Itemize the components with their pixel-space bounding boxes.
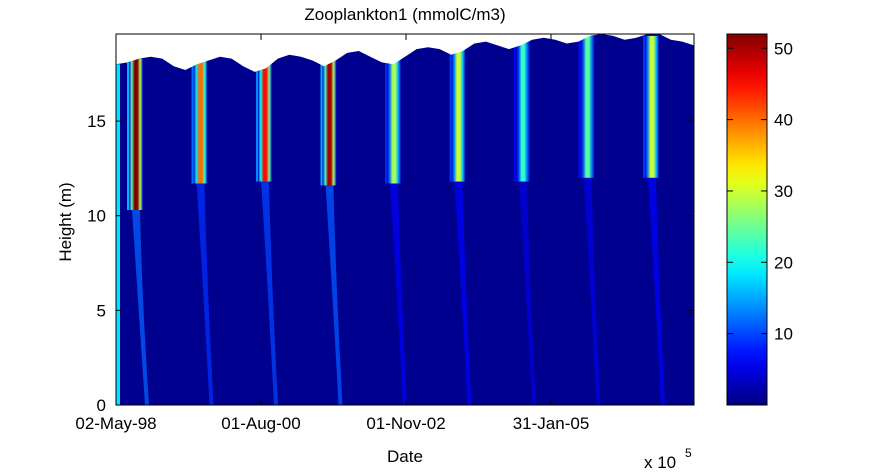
bloom-band [451,43,466,182]
plot-area [116,34,694,405]
x-tick-label: 31-Jan-05 [513,414,590,433]
colorbar-tick-label: 10 [774,325,793,344]
bloom-tail [583,177,601,405]
bloom-tail [648,177,665,405]
bloom-band [193,56,208,184]
bloom-tail [196,183,214,405]
bloom-tail [325,185,343,405]
y-tick-label: 15 [87,112,106,131]
bloom-band [645,35,659,178]
bloom-band [516,39,530,182]
chart-title: Zooplankton1 (mmolC/m3) [304,5,505,24]
x-axis-label: Date [387,447,423,466]
bloom-tail [519,181,536,405]
bloom-band [580,35,595,178]
x-exponent-power: 5 [685,446,692,460]
y-axis-label: Height (m) [56,182,75,261]
bloom-tail [454,181,472,405]
colorbar-tick-label: 50 [774,39,793,58]
plot-frame [115,33,695,406]
bloom-layer [116,35,665,405]
colorbar: 10 20 30 40 50 [726,33,793,406]
colorbar-tick-label: 40 [774,111,793,130]
heatmap-background [116,34,694,405]
bloom-edge [449,43,452,182]
bloom-band [258,56,272,182]
y-tick-label: 0 [97,396,106,415]
bloom-edge [320,58,323,186]
x-axis: 02-May-98 01-Aug-00 01-Nov-02 31-Jan-05 [75,34,589,433]
x-tick-label: 02-May-98 [75,414,156,433]
bloom-edge [256,56,258,182]
bloom-band [387,49,401,184]
y-tick-label: 5 [97,301,106,320]
bloom-tail [261,181,278,405]
x-exponent-label: x 10 [644,453,676,472]
bloom-band [129,58,143,211]
bloom-edge [127,58,129,211]
surface-mask [116,34,694,72]
bloom-band [322,58,337,186]
colorbar-tick-label: 20 [774,253,793,272]
y-tick-label: 10 [87,207,106,226]
y-axis: 0 5 10 15 [87,112,694,415]
bloom-edge [578,35,581,178]
left-edge-strip [116,64,120,405]
bloom-edge [643,35,645,178]
bloom-edge [191,56,194,184]
x-tick-label: 01-Aug-00 [221,414,300,433]
colorbar-ticks: 10 20 30 40 50 [727,39,793,344]
colorbar-scale [726,33,768,406]
colorbar-tick-label: 30 [774,182,793,201]
bloom-edge [385,49,387,184]
x-tick-label: 01-Nov-02 [366,414,445,433]
bloom-tail [132,210,149,405]
bloom-tail [390,183,407,405]
bloom-edge [514,39,516,182]
